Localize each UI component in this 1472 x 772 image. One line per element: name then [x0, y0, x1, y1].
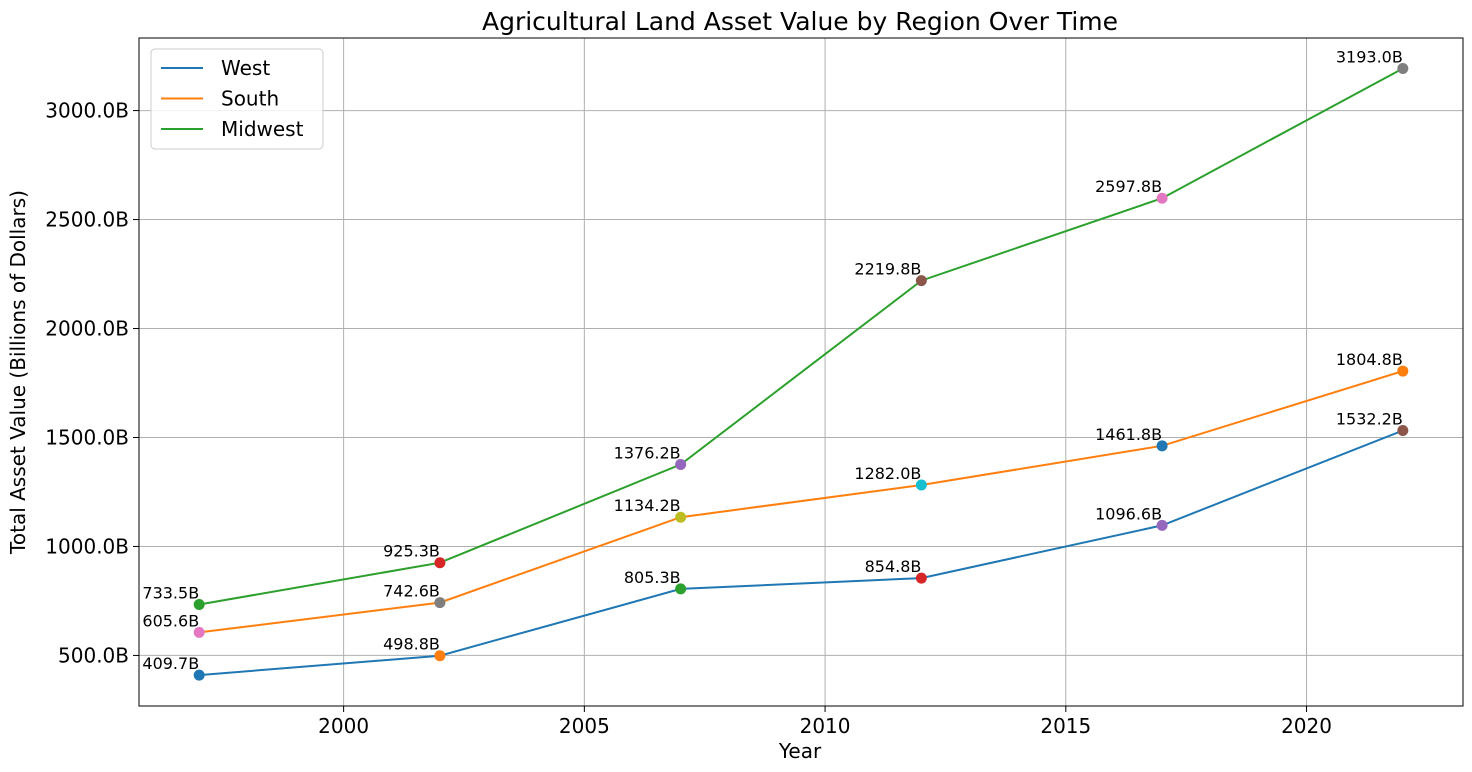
data-label-midwest: 925.3B [383, 542, 440, 561]
data-label-west: 854.8B [865, 557, 922, 576]
chart-title: Agricultural Land Asset Value by Region … [482, 7, 1118, 36]
series-lines [199, 67, 1404, 677]
series-markers [193, 63, 1409, 681]
data-point-south [434, 597, 446, 609]
data-label-west: 409.7B [142, 654, 199, 673]
data-label-south: 742.6B [383, 582, 440, 601]
data-label-south: 605.6B [142, 611, 199, 630]
data-label-south: 1461.8B [1095, 425, 1162, 444]
data-point-south [1397, 365, 1409, 377]
data-label-south: 1804.8B [1336, 350, 1403, 369]
x-axis-ticks: 2000 2005 2010 2015 2020 [318, 706, 1332, 738]
data-point-west [193, 669, 205, 681]
data-point-west [915, 572, 927, 584]
data-point-south [675, 511, 687, 523]
y-tick-label: 1500.0B [45, 425, 129, 449]
data-label-midwest: 733.5B [142, 584, 199, 603]
data-point-midwest [434, 557, 446, 569]
plot-frame [138, 37, 1464, 707]
data-label-midwest: 1376.2B [614, 443, 681, 462]
data-point-midwest [675, 458, 687, 470]
data-label-south: 1282.0B [854, 464, 921, 483]
legend: West South Midwest [150, 48, 324, 150]
data-point-west [1156, 519, 1168, 531]
data-point-south [1156, 440, 1168, 452]
y-tick-label: 3000.0B [45, 99, 129, 123]
x-tick-label: 2000 [318, 714, 369, 738]
data-label-south: 1134.2B [614, 496, 681, 515]
data-point-midwest [193, 599, 205, 611]
data-label-west: 498.8B [383, 635, 440, 654]
series-line-midwest [199, 67, 1404, 606]
data-label-west: 805.3B [624, 568, 681, 587]
legend-label-south: South [221, 87, 279, 111]
data-label-west: 1096.6B [1095, 504, 1162, 523]
y-axis-title: Total Asset Value (Billions of Dollars) [6, 190, 30, 555]
data-label-midwest: 2597.8B [1095, 177, 1162, 196]
legend-label-west: West [221, 56, 270, 80]
data-label-midwest: 3193.0B [1336, 48, 1403, 67]
x-tick-label: 2010 [800, 714, 851, 738]
y-tick-label: 1000.0B [45, 534, 129, 558]
x-axis-title: Year [778, 739, 822, 763]
y-tick-label: 2000.0B [45, 317, 129, 341]
series-line-south [199, 370, 1404, 634]
series-line-west [199, 429, 1404, 677]
grid [139, 38, 1463, 706]
x-tick-label: 2020 [1281, 714, 1332, 738]
data-point-south [193, 626, 205, 638]
y-tick-label: 2500.0B [45, 208, 129, 232]
legend-box [150, 48, 324, 150]
data-point-midwest [915, 275, 927, 287]
data-label-west: 1532.2B [1336, 409, 1403, 428]
data-point-south [915, 479, 927, 491]
data-label-midwest: 2219.8B [854, 260, 921, 279]
data-point-west [1397, 424, 1409, 436]
data-labels: 409.7B 498.8B 805.3B 854.8B 1096.6B 1532.2B 60… [142, 48, 1402, 674]
data-point-west [675, 583, 687, 595]
legend-label-midwest: Midwest [221, 117, 304, 141]
data-point-west [434, 650, 446, 662]
data-point-midwest [1156, 192, 1168, 204]
y-axis-ticks: 500.0B 1000.0B 1500.0B 2000.0B 2500.0B 3000.0… [45, 99, 139, 667]
y-tick-label: 500.0B [58, 643, 129, 667]
x-tick-label: 2005 [559, 714, 610, 738]
x-tick-label: 2015 [1040, 714, 1091, 738]
data-point-midwest [1397, 63, 1409, 75]
